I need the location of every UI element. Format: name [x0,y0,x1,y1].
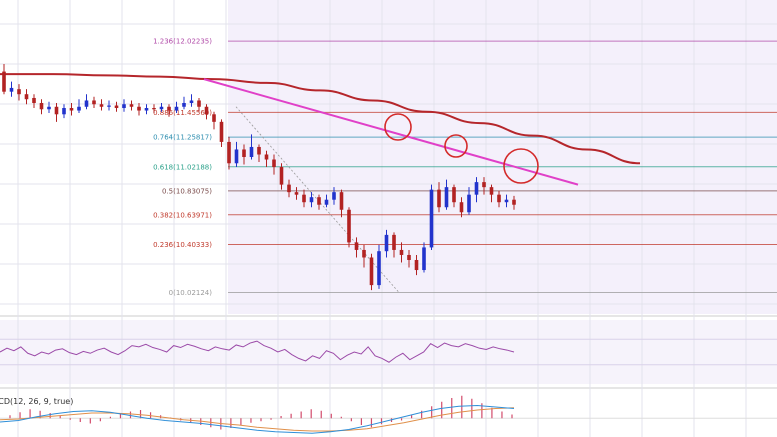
price-shaded-region [228,0,777,314]
fib-level-label: 0.618(11.02188) [153,163,212,171]
candle-body [324,199,329,205]
candle-body [62,108,66,115]
candle-body [167,106,171,111]
candle-body [39,102,44,110]
candle-body [512,199,516,205]
macd-signal-line [0,407,515,432]
candle-body [9,87,14,92]
candle-body [2,71,6,92]
candle-body [279,167,284,185]
candle-body [92,100,96,105]
bearish-trendline [203,78,579,186]
candle-body [377,251,381,286]
candle-body [369,257,374,286]
fib-level-label: 0(10.02124) [169,289,213,297]
resistance-touch-circle [444,134,468,158]
annotations [384,113,539,184]
candle-body [272,159,276,168]
candle-body [497,194,501,203]
candle-body [459,202,464,213]
resistance-touch-circle [503,148,539,184]
candle-body [489,187,494,195]
fib-level-label: 1.236(12.02235) [153,38,212,46]
candle-body [294,192,299,195]
candle-body [84,100,89,107]
candle-body [422,247,426,271]
candle-body [474,182,479,195]
candle-body [69,108,74,111]
candle-body [182,102,186,107]
candle-body [129,104,134,107]
candle-body [174,106,179,111]
candle-body [407,254,411,260]
resistance-touch-circle [384,113,412,141]
candle-body [362,249,366,258]
candle-body [47,106,51,110]
candle-body [317,197,321,205]
fib-level-label: 0.764(11.25817) [153,134,212,142]
candle-body [399,249,404,255]
candle-body [264,154,269,160]
candle-body [437,189,441,208]
candle-body [332,192,336,200]
candlesticks [2,64,516,291]
fib-level-label: 0.5(10.83075) [162,187,212,195]
macd-panel-background [0,392,777,437]
macd-line [0,404,515,434]
candle-body [429,189,434,248]
rsi-line [0,340,515,363]
candle-body [189,100,194,103]
candle-body [444,187,449,208]
candle-body [54,106,59,115]
rsi-panel [0,340,515,363]
candle-body [414,259,419,271]
candle-body [309,197,314,203]
fib-level-label: 0.382(10.63971) [153,211,212,219]
candle-body [302,194,306,203]
macd-panel-label: MACD(12, 26, 9, true) [0,397,73,406]
candle-body [152,108,156,110]
candle-body [287,184,291,193]
candle-body [159,106,164,110]
macd-panel [0,395,777,434]
candle-body [32,97,36,103]
candle-body [137,106,141,111]
fib-level-label: 0.886(11.45569) [153,109,212,117]
candle-body [204,106,209,115]
candle-body [242,149,246,157]
candle-body [504,199,509,203]
candle-body [122,104,126,109]
candle-body [144,108,149,111]
candle-body [77,106,81,111]
candle-body [227,141,231,164]
candle-body [467,194,471,213]
candle-body [24,94,29,100]
rsi-panel-background [0,320,777,384]
candle-body [114,105,119,109]
candle-body [99,104,104,107]
moving-average-line [0,73,641,165]
candle-body [354,242,359,250]
candle-body [384,234,389,252]
candle-body [347,209,351,243]
candle-body [482,182,486,188]
candle-body [212,114,216,122]
candle-body [257,146,261,155]
fib-level-label: 0.236(10.40333) [153,241,212,249]
candle-body [219,121,224,142]
candle-body [249,146,254,157]
candle-body [392,234,396,250]
candle-body [234,149,239,164]
candle-body [339,192,344,210]
candle-body [17,89,21,95]
candle-body [197,100,201,107]
candle-body [107,105,111,107]
candle-body [452,187,456,203]
fibonacci-levels: 1.236(12.02235) 0.886(11.45569) 0.764(11.2… [153,38,777,297]
